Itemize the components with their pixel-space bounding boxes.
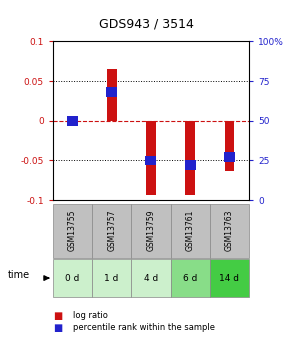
- Bar: [210, 259, 249, 297]
- Bar: [53, 204, 92, 258]
- Bar: [224, 121, 234, 171]
- Bar: [67, 116, 78, 126]
- Bar: [106, 87, 117, 97]
- Text: 1 d: 1 d: [104, 274, 119, 283]
- Bar: [92, 204, 131, 258]
- Text: GDS943 / 3514: GDS943 / 3514: [99, 17, 194, 30]
- Bar: [185, 160, 195, 170]
- Bar: [131, 259, 171, 297]
- Text: GSM13755: GSM13755: [68, 210, 77, 251]
- Bar: [171, 259, 210, 297]
- Bar: [146, 156, 156, 165]
- Bar: [171, 204, 210, 258]
- Bar: [185, 121, 195, 195]
- Bar: [224, 152, 235, 162]
- Text: 14 d: 14 d: [219, 274, 239, 283]
- Text: percentile rank within the sample: percentile rank within the sample: [73, 323, 215, 332]
- Text: ■: ■: [53, 311, 62, 321]
- Bar: [131, 204, 171, 258]
- Bar: [107, 69, 117, 121]
- Text: 6 d: 6 d: [183, 274, 197, 283]
- Bar: [92, 259, 131, 297]
- Text: GSM13759: GSM13759: [146, 210, 155, 251]
- Text: GSM13761: GSM13761: [186, 210, 195, 251]
- Bar: [53, 259, 92, 297]
- Text: 4 d: 4 d: [144, 274, 158, 283]
- Bar: [210, 204, 249, 258]
- Text: time: time: [7, 270, 30, 279]
- Text: GSM13757: GSM13757: [107, 210, 116, 251]
- Text: log ratio: log ratio: [73, 311, 108, 320]
- Bar: [146, 121, 156, 195]
- Text: 0 d: 0 d: [65, 274, 80, 283]
- Text: ■: ■: [53, 323, 62, 333]
- Text: GSM13763: GSM13763: [225, 210, 234, 251]
